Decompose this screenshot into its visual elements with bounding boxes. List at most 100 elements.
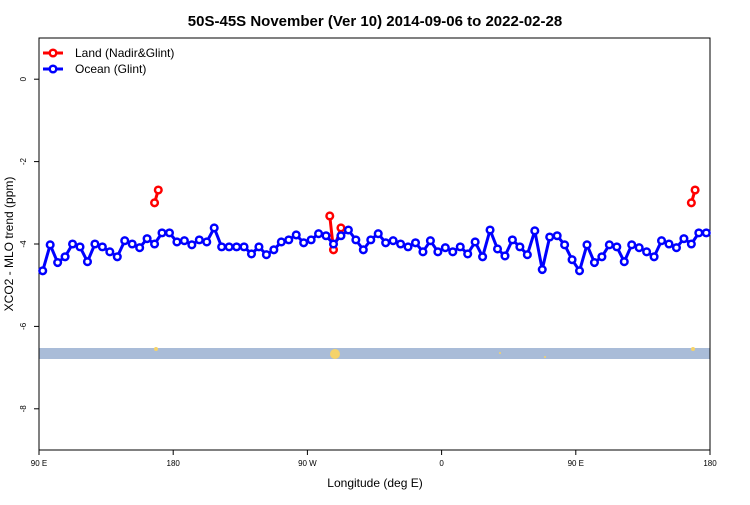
data-point [448, 247, 458, 257]
data-point [582, 240, 592, 250]
data-point [485, 225, 495, 235]
data-point [470, 237, 480, 247]
data-point [507, 235, 517, 245]
x-tick-label: 90 E [568, 459, 584, 468]
data-point [75, 242, 85, 252]
data-point [694, 228, 704, 238]
data-point [455, 242, 465, 252]
band-dot [544, 356, 546, 358]
data-point [284, 235, 294, 245]
data-point [60, 252, 70, 262]
data-point [153, 185, 163, 195]
y-tick-label: -8 [19, 405, 28, 413]
data-point [642, 247, 652, 257]
data-point [194, 235, 204, 245]
legend-label: Land (Nadir&Glint) [75, 46, 174, 60]
data-point [604, 240, 614, 250]
y-tick-label: -4 [19, 240, 28, 248]
data-point [164, 228, 175, 238]
data-point [358, 245, 368, 255]
data-point [619, 257, 629, 267]
data-point [574, 266, 585, 276]
legend-marker [48, 64, 58, 74]
data-point [530, 226, 540, 236]
y-tick-label: -6 [19, 322, 28, 330]
data-point [366, 235, 376, 245]
legend-label: Ocean (Glint) [75, 62, 146, 76]
data-point [463, 249, 473, 259]
data-point [537, 264, 547, 275]
data-point [209, 223, 219, 233]
data-point [597, 252, 607, 262]
data-point [336, 223, 346, 233]
data-point [418, 247, 428, 257]
data-point [82, 257, 93, 267]
x-tick-label: 180 [167, 459, 181, 468]
data-point [38, 266, 48, 276]
data-point [325, 211, 335, 221]
data-point [112, 252, 122, 262]
data-point [336, 231, 346, 241]
chart-title: 50S-45S November (Ver 10) 2014-09-06 to … [188, 13, 562, 30]
data-point [254, 242, 264, 252]
data-point [299, 238, 309, 248]
data-point [97, 242, 107, 252]
data-point [276, 237, 286, 247]
band-dot [154, 347, 158, 351]
x-tick-label: 90 E [31, 459, 47, 468]
data-point [686, 198, 696, 208]
y-tick-label: 0 [19, 76, 28, 81]
legend-marker [48, 48, 58, 58]
data-point [224, 242, 234, 252]
data-point [425, 236, 435, 246]
data-point [656, 236, 667, 246]
data-point [403, 242, 413, 252]
surface-band [39, 347, 710, 359]
data-point [686, 239, 696, 249]
data-point [440, 243, 450, 253]
data-point [396, 239, 406, 249]
band-dot [330, 349, 340, 359]
x-tick-label: 0 [439, 459, 444, 468]
data-point [321, 231, 331, 241]
band [39, 348, 710, 359]
data-point [291, 230, 301, 240]
data-point [433, 247, 443, 257]
data-point [179, 236, 189, 246]
data-point [381, 238, 391, 248]
data-point [269, 245, 279, 255]
data-point [328, 239, 339, 249]
x-tick-label: 180 [703, 459, 717, 468]
data-point [120, 236, 130, 246]
data-point [612, 242, 622, 252]
data-point [53, 257, 63, 268]
data-point [701, 228, 711, 238]
data-point [306, 235, 316, 245]
data-point [589, 257, 599, 268]
data-point [671, 243, 682, 253]
x-axis-label: Longitude (deg E) [327, 476, 422, 490]
data-point [515, 242, 525, 252]
data-point [343, 225, 353, 235]
data-point [545, 232, 555, 242]
y-axis-label: XCO2 - MLO trend (ppm) [2, 177, 16, 312]
data-point [351, 235, 361, 245]
data-point [135, 243, 145, 253]
data-point [478, 252, 488, 262]
data-point [388, 236, 398, 246]
data-point [567, 255, 577, 265]
x-tick-label: 90 W [298, 459, 317, 468]
data-point [500, 251, 510, 261]
data-point [105, 247, 115, 257]
data-point [232, 242, 242, 252]
data-point [552, 231, 562, 241]
data-point [157, 228, 167, 238]
data-point [261, 250, 271, 260]
data-point [150, 198, 160, 208]
y-tick-label: -2 [19, 157, 28, 165]
band-dot [499, 352, 501, 354]
data-point [45, 240, 55, 250]
data-point [172, 237, 182, 247]
data-point [202, 237, 212, 247]
